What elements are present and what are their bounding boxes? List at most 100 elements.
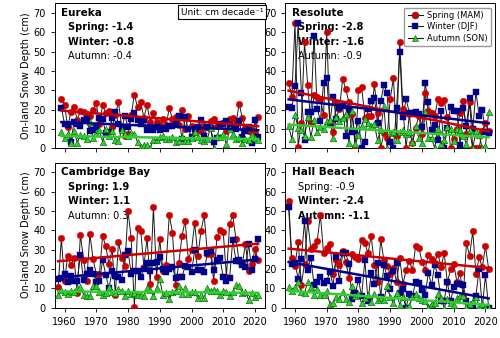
Point [406,112,413,117]
Point [386,286,394,291]
Point [446,267,454,272]
Point [446,126,454,131]
Point [92,100,100,105]
Point [244,125,252,130]
Point [118,288,126,294]
Point [348,108,356,113]
Point [462,298,470,304]
Point [418,259,426,264]
Point [307,246,315,252]
Point [89,257,97,262]
Point [367,300,375,305]
Point [70,119,78,125]
Point [226,123,234,128]
Point [152,120,160,125]
Point [82,111,90,116]
Point [242,128,250,134]
Point [472,293,480,298]
Point [150,204,158,210]
Point [98,233,106,239]
Point [444,280,452,285]
Point [238,290,246,296]
Point [300,133,308,138]
Point [412,125,420,131]
Point [89,127,97,132]
Text: Spring: -0.9: Spring: -0.9 [298,182,354,192]
Point [345,300,353,305]
Point [127,271,135,277]
Point [484,128,492,134]
Point [156,122,164,128]
Point [124,131,132,137]
Point [143,128,151,133]
Point [399,281,407,286]
Point [73,122,81,127]
Point [478,301,486,307]
Point [194,125,202,130]
Point [376,127,384,132]
Point [284,104,292,110]
Point [136,228,144,234]
Point [112,292,120,297]
Point [96,289,104,294]
Text: Winter: 1.1: Winter: 1.1 [68,196,130,206]
Text: Winter: -0.8: Winter: -0.8 [68,37,134,47]
Point [440,250,448,256]
Point [440,146,448,151]
Point [342,111,350,116]
Point [222,279,230,284]
Point [108,124,116,129]
Point [204,124,212,129]
Point [213,123,221,129]
Point [124,248,132,254]
Point [204,250,212,255]
Point [229,115,237,121]
Point [364,298,372,304]
Point [406,258,413,264]
Point [307,120,315,125]
Point [76,124,84,129]
Point [329,271,337,276]
Point [114,99,122,105]
Point [291,112,299,118]
Point [374,121,382,126]
Point [184,292,192,297]
Point [82,271,90,276]
Point [220,275,228,280]
Point [178,135,186,140]
Point [130,110,138,116]
Point [412,124,420,129]
Point [184,113,192,119]
Point [424,136,432,141]
Point [484,130,492,136]
Text: Winter: -1.6: Winter: -1.6 [298,37,364,47]
Point [118,128,126,133]
Point [361,296,369,301]
Point [248,290,256,295]
Point [415,112,423,117]
Point [376,99,384,104]
Point [332,294,340,299]
Point [437,264,445,269]
Point [444,115,452,120]
Point [64,123,72,128]
Point [390,75,398,81]
Point [213,288,221,294]
Point [358,237,366,242]
Point [150,294,158,299]
Point [453,282,461,287]
Point [396,291,404,296]
Point [310,283,318,288]
Point [348,252,356,257]
Point [89,283,97,289]
Point [482,305,490,310]
Point [329,300,337,306]
Point [466,301,473,307]
Point [96,271,104,276]
Point [354,88,362,93]
Point [421,267,429,272]
Point [127,292,135,297]
Point [168,265,176,270]
Point [58,236,66,241]
Text: Autumn: -1.1: Autumn: -1.1 [298,211,370,220]
